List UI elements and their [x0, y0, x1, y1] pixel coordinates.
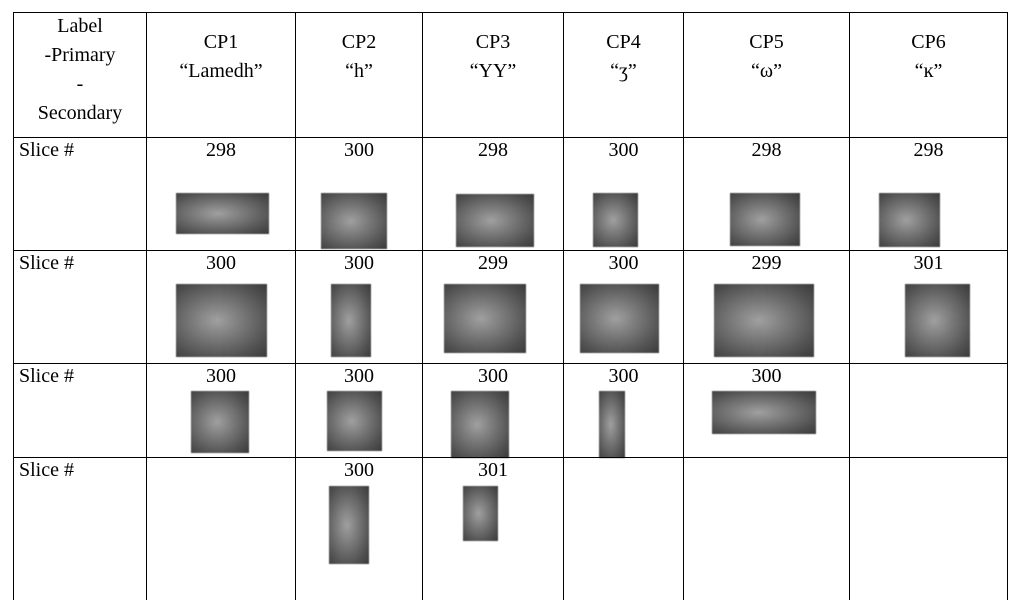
table-cell: 300: [683, 363, 849, 457]
table-cell: 298: [683, 137, 849, 250]
table-cell: 300: [295, 363, 422, 457]
table-cell: 300: [563, 250, 683, 363]
slice-number: 298: [684, 139, 849, 162]
table-cell: [849, 363, 1008, 457]
slice-number: 300: [423, 365, 563, 388]
table-cell: Slice #: [13, 250, 146, 363]
page: {"table": { "header": [["Label", "-Prima…: [0, 0, 1021, 563]
slice-number: 299: [423, 252, 563, 275]
header-text: CP5: [684, 31, 849, 54]
table-cell: [563, 457, 683, 600]
slice-number: 300: [564, 252, 683, 275]
table-cell: 300: [146, 363, 295, 457]
slice-image: [456, 194, 534, 247]
slice-image: [580, 284, 659, 353]
row-label: Slice #: [19, 459, 74, 482]
table-cell: 300: [563, 137, 683, 250]
table-cell: Slice #: [13, 363, 146, 457]
header-text: CP2: [296, 31, 422, 54]
slice-image: [730, 193, 800, 246]
slice-number: 300: [296, 365, 422, 388]
header-text: CP4: [564, 31, 683, 54]
slice-table: Label -Primary - Secondary CP1 “Lamedh”CP2 “h”…: [0, 0, 1021, 563]
table-cell: Slice #: [13, 137, 146, 250]
slice-image: [712, 391, 816, 434]
header-text: “h”: [296, 60, 422, 83]
header-cell: CP3 “YY”: [422, 12, 563, 137]
slice-image: [321, 193, 387, 249]
row-label: Slice #: [19, 252, 74, 275]
slice-number: 299: [684, 252, 849, 275]
header-text: “ω”: [684, 60, 849, 83]
slice-image: [444, 284, 526, 353]
table-cell: [849, 457, 1008, 600]
table-cell: 300: [422, 363, 563, 457]
header-text: -Primary: [14, 44, 146, 67]
slice-number: 298: [423, 139, 563, 162]
header-text: Secondary: [14, 102, 146, 125]
table-cell: 300: [563, 363, 683, 457]
slice-number: 300: [564, 139, 683, 162]
table-cell: 300: [295, 250, 422, 363]
header-text: CP3: [423, 31, 563, 54]
slice-image: [331, 284, 371, 357]
slice-number: 300: [296, 459, 422, 482]
slice-image: [327, 391, 382, 451]
slice-number: 301: [423, 459, 563, 482]
slice-image: [879, 193, 940, 247]
slice-image: [329, 486, 369, 564]
header-text: “Lamedh”: [147, 60, 295, 83]
slice-image: [176, 193, 269, 234]
table-cell: 299: [422, 250, 563, 363]
table-cell: 300: [146, 250, 295, 363]
slice-image: [714, 284, 814, 357]
table-cell: 298: [849, 137, 1008, 250]
slice-image: [463, 486, 498, 541]
table-cell: 299: [683, 250, 849, 363]
header-text: Label: [14, 15, 146, 38]
table-cell: 300: [295, 457, 422, 600]
slice-number: 301: [850, 252, 1007, 275]
table-cell: 300: [295, 137, 422, 250]
table-cell: 298: [146, 137, 295, 250]
table-cell: 301: [849, 250, 1008, 363]
slice-number: 300: [296, 252, 422, 275]
row-label: Slice #: [19, 365, 74, 388]
header-cell: CP6 “ĸ”: [849, 12, 1008, 137]
table-cell: [146, 457, 295, 600]
table-cell: 298: [422, 137, 563, 250]
slice-image: [599, 391, 625, 458]
slice-number: 300: [564, 365, 683, 388]
header-text: “ĸ”: [850, 60, 1007, 83]
slice-image: [905, 284, 970, 357]
header-cell: CP2 “h”: [295, 12, 422, 137]
header-text: CP1: [147, 31, 295, 54]
slice-image: [593, 193, 638, 247]
header-text: “YY”: [423, 60, 563, 83]
slice-number: 300: [147, 365, 295, 388]
slice-number: 300: [147, 252, 295, 275]
header-text: -: [14, 73, 146, 96]
header-text: CP6: [850, 31, 1007, 54]
header-cell: Label -Primary - Secondary: [13, 12, 146, 137]
header-text: “ʒ”: [564, 60, 683, 83]
header-cell: CP4 “ʒ”: [563, 12, 683, 137]
table-cell: Slice #: [13, 457, 146, 600]
header-cell: CP1 “Lamedh”: [146, 12, 295, 137]
row-label: Slice #: [19, 139, 74, 162]
header-cell: CP5 “ω”: [683, 12, 849, 137]
slice-number: 300: [296, 139, 422, 162]
slice-number: 298: [147, 139, 295, 162]
slice-image: [191, 391, 249, 453]
slice-image: [451, 391, 509, 458]
table-cell: [683, 457, 849, 600]
table-cell: 301: [422, 457, 563, 600]
slice-image: [176, 284, 267, 357]
slice-number: 300: [684, 365, 849, 388]
slice-number: 298: [850, 139, 1007, 162]
